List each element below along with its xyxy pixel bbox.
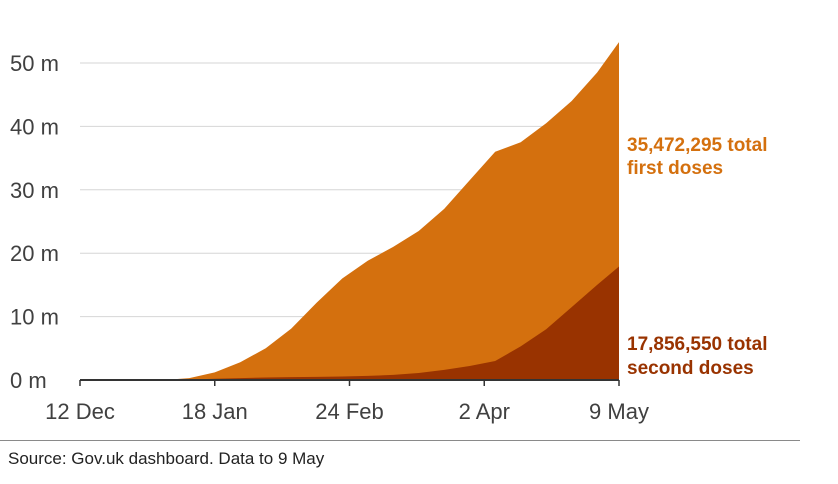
first-doses-annotation: 35,472,295 total first doses	[627, 135, 767, 179]
x-tick-label-4: 9 May	[589, 399, 649, 424]
y-tick-label-0: 0 m	[10, 368, 47, 393]
x-tick-labels: 12 Dec 18 Jan 24 Feb 2 Apr 9 May	[45, 399, 649, 424]
y-tick-label-5: 50 m	[10, 51, 59, 76]
x-tick-label-0: 12 Dec	[45, 399, 115, 424]
first-doses-annotation-line2: first doses	[627, 158, 723, 179]
x-tick-label-1: 18 Jan	[182, 399, 248, 424]
second-doses-annotation-line2: second doses	[627, 358, 754, 379]
vaccination-area-chart: 0 m 10 m 20 m 30 m 40 m 50 m 12 Dec 18 Jan 24 F…	[10, 42, 767, 424]
y-tick-label-1: 10 m	[10, 305, 59, 330]
second-doses-annotation-line1: 17,856,550 total	[627, 334, 767, 355]
first-doses-annotation-line1: 35,472,295 total	[627, 135, 767, 156]
footer-divider	[0, 440, 800, 441]
axes	[79, 379, 620, 386]
y-tick-label-4: 40 m	[10, 114, 59, 139]
second-doses-area	[80, 266, 619, 380]
y-tick-label-3: 30 m	[10, 178, 59, 203]
y-tick-label-2: 20 m	[10, 241, 59, 266]
x-tick-label-2: 24 Feb	[315, 399, 384, 424]
first-doses-area	[80, 42, 619, 380]
source-note: Source: Gov.uk dashboard. Data to 9 May	[8, 449, 325, 468]
second-doses-annotation: 17,856,550 total second doses	[627, 334, 767, 379]
y-tick-labels: 0 m 10 m 20 m 30 m 40 m 50 m	[10, 51, 59, 393]
area-series	[80, 42, 619, 380]
x-tick-label-3: 2 Apr	[459, 399, 510, 424]
